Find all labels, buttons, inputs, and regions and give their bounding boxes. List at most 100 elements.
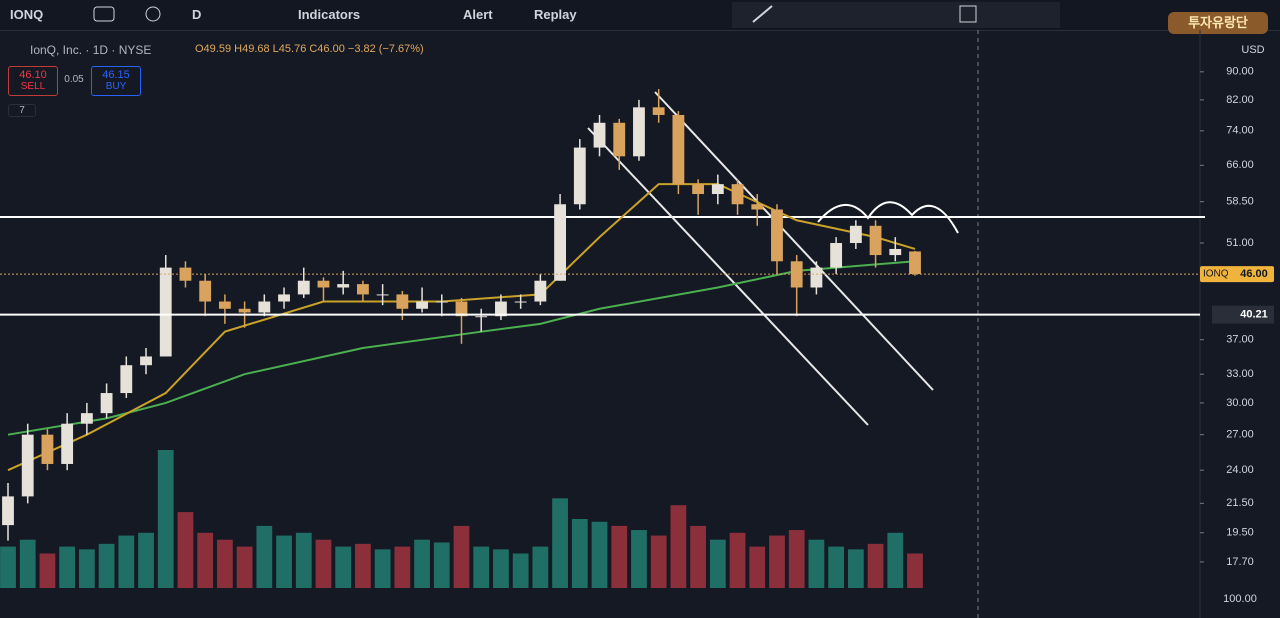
candle-body	[179, 267, 192, 281]
y-tick-label: 37.00	[1226, 334, 1254, 346]
pattern-drawing	[817, 201, 959, 234]
candle-body	[909, 251, 921, 275]
y-tick-label: 33.00	[1226, 368, 1254, 380]
volume-bar	[690, 525, 706, 588]
candle-body	[120, 365, 133, 394]
volume-bar	[867, 543, 884, 588]
symbol-legend: IonQ, Inc. · 1D · NYSE	[30, 43, 152, 57]
candle-body	[751, 204, 764, 210]
alert-button[interactable]: Alert	[463, 7, 493, 22]
volume-bar	[335, 546, 352, 588]
rect-tool[interactable]	[959, 5, 977, 23]
candle-body	[199, 280, 212, 302]
ohlc-legend: O49.59 H49.68 L45.76 C46.00 −3.82 (−7.67…	[195, 43, 424, 55]
volume-bar	[591, 521, 608, 588]
add-icon[interactable]	[145, 6, 161, 22]
y-tick-label: 66.00	[1226, 159, 1254, 171]
volume-bar	[355, 543, 371, 588]
candle-body	[238, 308, 251, 313]
line-tool[interactable]	[752, 5, 773, 23]
y-tick-label: 19.50	[1226, 527, 1254, 539]
volume-bar	[78, 549, 95, 588]
volume-bar	[197, 532, 214, 588]
candle-body	[80, 413, 93, 424]
moving-average	[7, 260, 916, 436]
candle-body	[21, 434, 34, 497]
volume-bar	[295, 532, 312, 588]
last-price-label: 46.00	[1240, 268, 1268, 280]
volume-bar	[453, 525, 470, 588]
volume-bar	[39, 553, 56, 588]
volume-bar	[473, 546, 490, 588]
volume-bar	[19, 539, 36, 588]
candle-body	[475, 316, 488, 318]
volume-bar	[315, 539, 332, 588]
moving-average	[7, 183, 916, 472]
indicators-button[interactable]: Indicators	[298, 7, 361, 22]
y-tick-label: 51.00	[1226, 237, 1254, 249]
channel-logo: 투자유랑단	[1168, 12, 1268, 34]
y-tick-label: 17.70	[1226, 556, 1254, 568]
volume-bar	[118, 535, 135, 588]
volume-bar	[611, 525, 628, 588]
candle-body	[396, 294, 409, 309]
volume-bar	[138, 532, 154, 588]
candle-body	[514, 301, 527, 303]
candle-body	[455, 301, 468, 317]
replay-button[interactable]: Replay	[534, 7, 577, 22]
drawing-tools	[732, 2, 1060, 28]
fav-icon[interactable]	[93, 6, 115, 22]
volume-bar	[177, 512, 194, 588]
candle-body	[2, 496, 14, 526]
y-tick-label: 21.50	[1226, 497, 1254, 509]
symbol-search[interactable]: IONQ	[10, 7, 44, 22]
volume-axis-label: 100.00	[1223, 593, 1257, 605]
y-tick-label: 90.00	[1226, 66, 1254, 78]
volume-bar	[749, 546, 766, 588]
volume-bar	[0, 546, 16, 588]
candle-body	[672, 114, 685, 185]
candle-body	[771, 209, 783, 262]
y-tick-label: 24.00	[1226, 464, 1254, 476]
interval[interactable]: D	[192, 7, 202, 22]
sell-button[interactable]: 46.10 SELL	[8, 66, 58, 96]
last-price-tag	[1200, 266, 1274, 283]
volume-bar	[631, 530, 647, 588]
candle-body	[889, 248, 902, 256]
indicator-toggle[interactable]: 7	[8, 104, 36, 117]
candle-body	[435, 301, 448, 303]
spread: 0.05	[64, 74, 84, 85]
volume-bar	[729, 532, 746, 588]
volume-bar	[59, 546, 76, 588]
candle-body	[159, 267, 172, 357]
buy-button[interactable]: 46.15 BUY	[91, 66, 141, 96]
volume-bar	[552, 498, 568, 588]
candle-body	[218, 301, 231, 309]
level-tag	[1212, 305, 1274, 324]
candle-body	[613, 122, 626, 157]
candle-body	[633, 107, 645, 157]
sell-price: 46.10	[19, 69, 47, 81]
candle-body	[692, 184, 705, 195]
toolbar-icons	[93, 2, 1060, 28]
last-price-name: IONQ	[1203, 269, 1229, 280]
sell-label: SELL	[20, 81, 46, 92]
currency: USD	[1241, 44, 1265, 56]
volume-bar	[236, 546, 253, 588]
y-tick-label: 58.50	[1226, 196, 1254, 208]
candle-body	[731, 184, 744, 205]
volume-bar	[650, 535, 667, 588]
candle-body	[652, 107, 665, 115]
y-tick-label: 27.00	[1226, 429, 1254, 441]
volume-bar	[493, 549, 509, 588]
volume-bar	[217, 539, 233, 588]
y-tick-label: 82.00	[1226, 94, 1254, 106]
y-tick-label: 74.00	[1226, 125, 1254, 137]
volume-bar	[709, 539, 726, 588]
candle-body	[356, 284, 369, 295]
volume-bar	[670, 505, 687, 588]
candle-body	[140, 356, 152, 366]
trend-line	[587, 127, 869, 426]
candle-body	[711, 184, 724, 195]
